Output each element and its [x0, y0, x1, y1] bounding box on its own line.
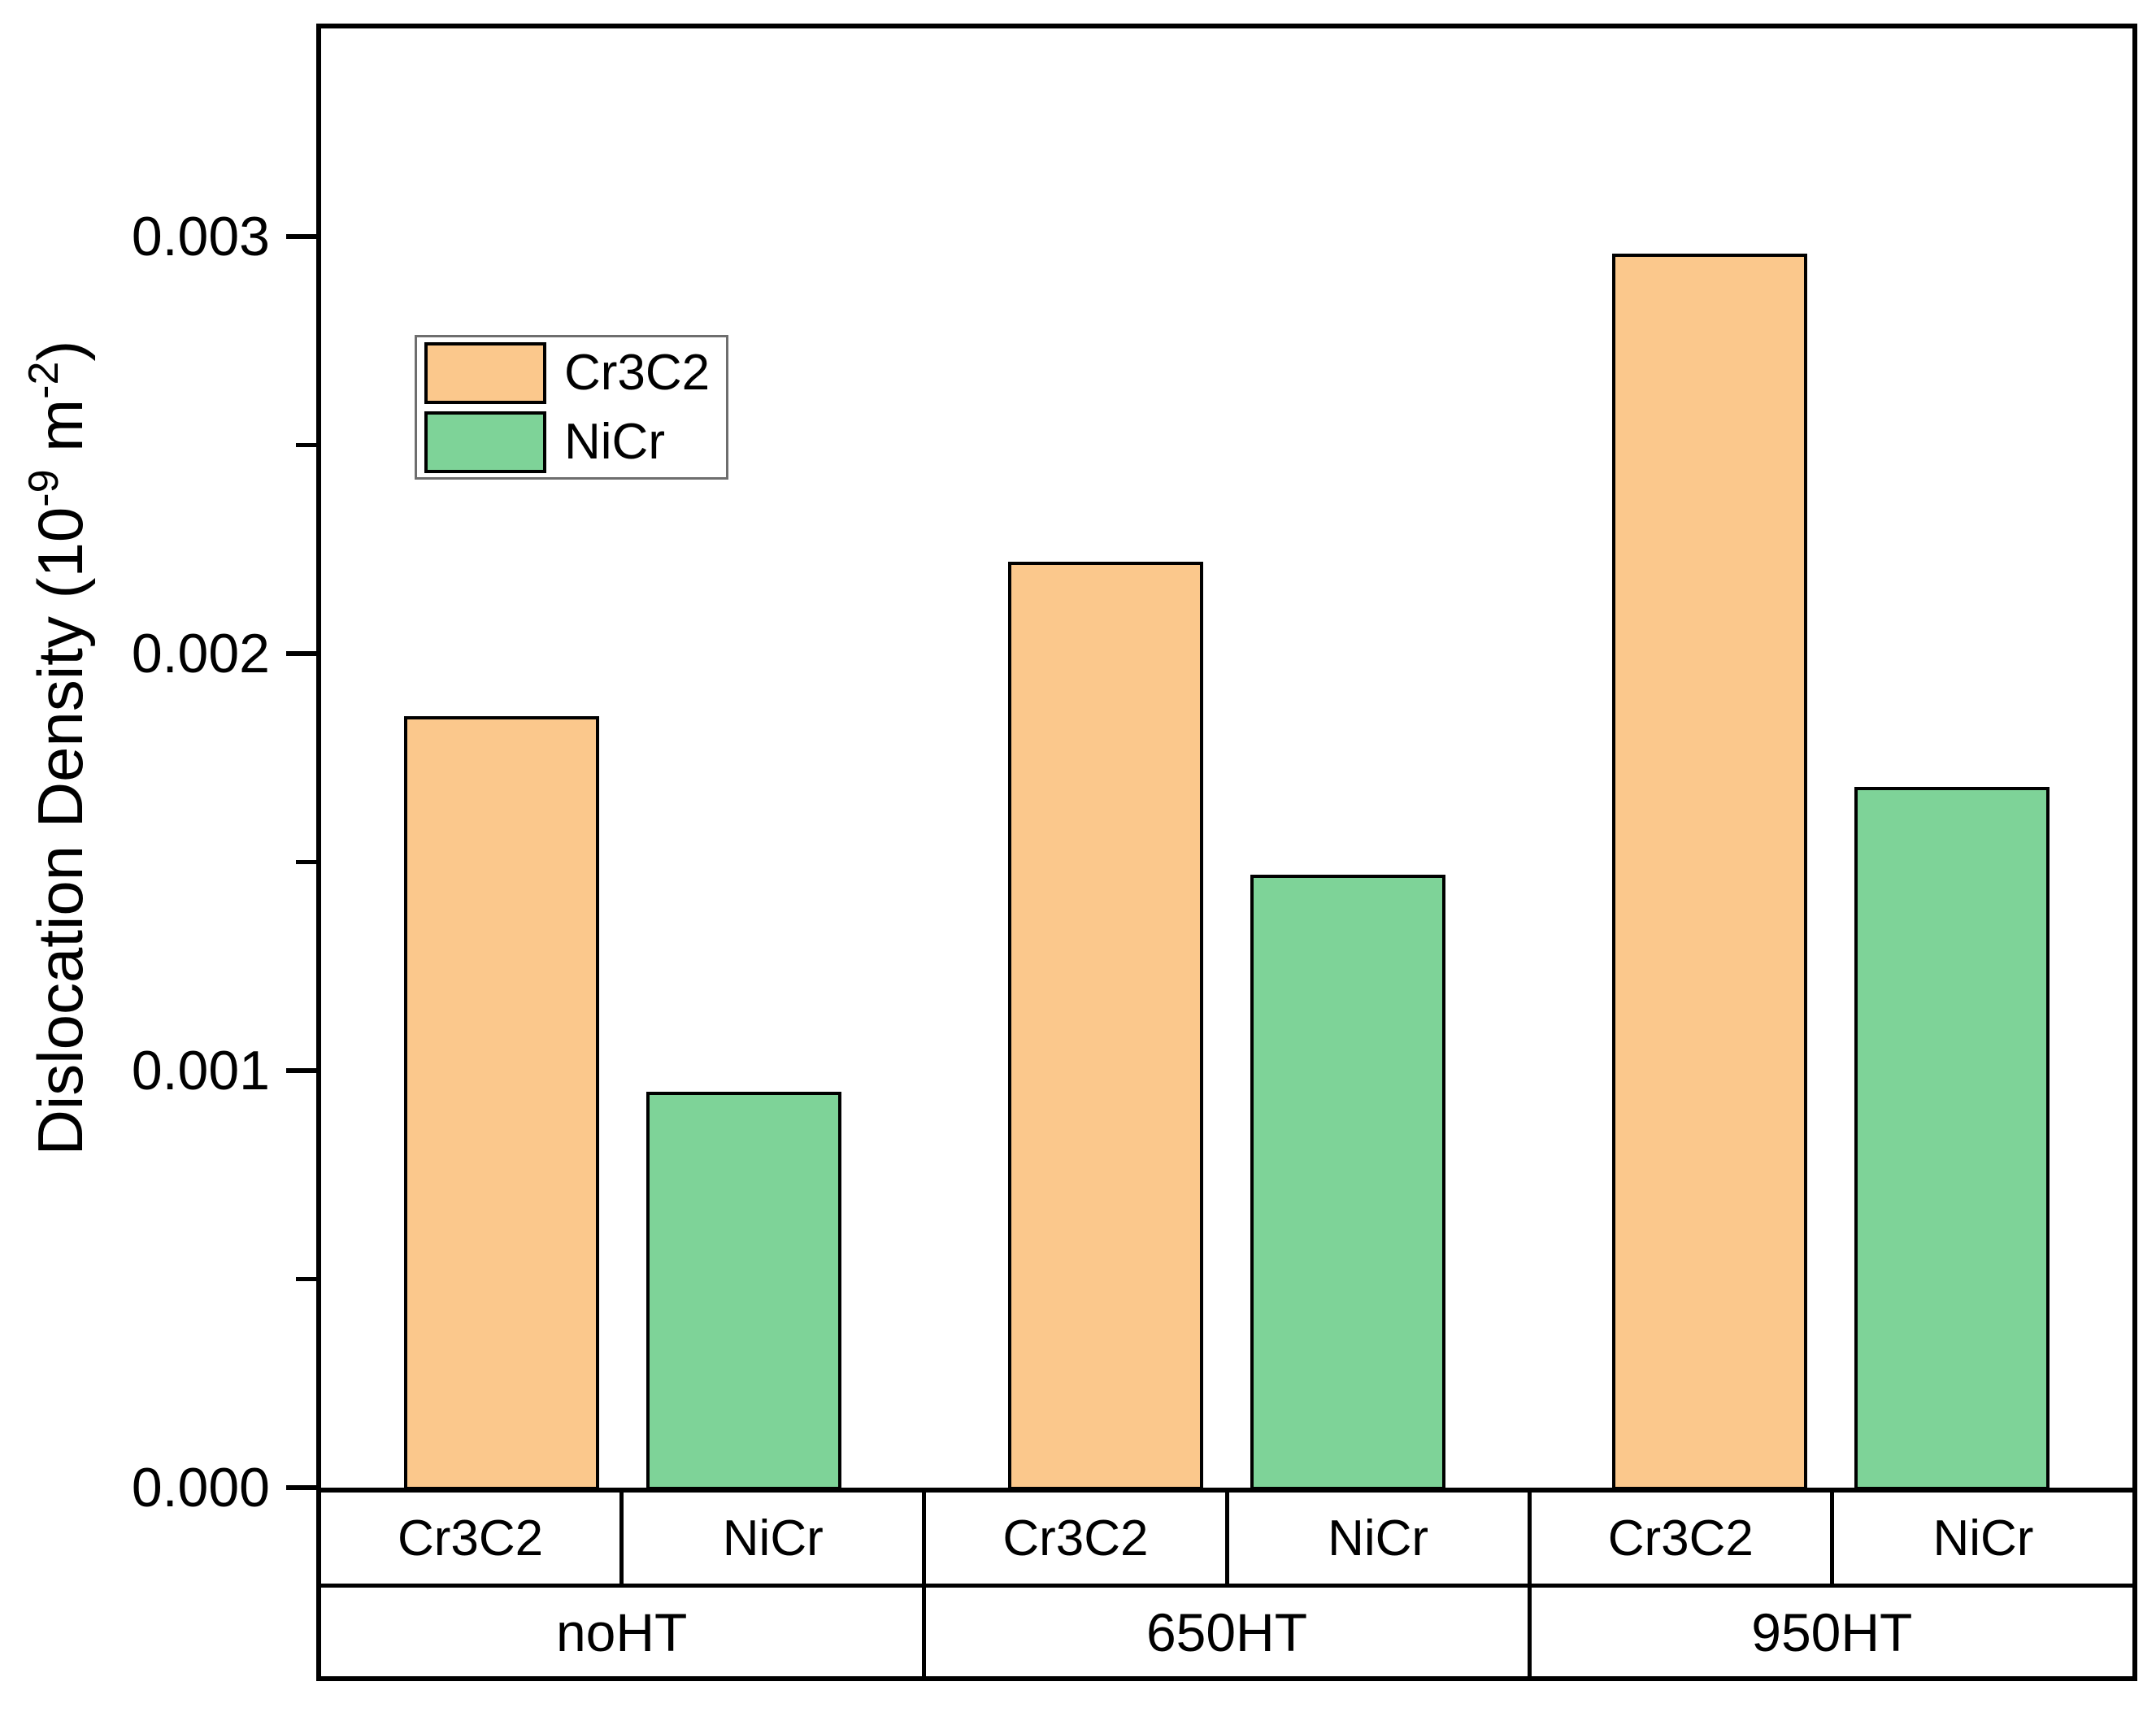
y-minor-tick [296, 443, 320, 448]
x-group-650ht: 650HT [926, 1588, 1532, 1676]
y-tick-label-0.002: 0.002 [131, 623, 270, 685]
bar-nicr-noht [646, 1091, 842, 1490]
y-axis-exponent: -9 [20, 469, 67, 507]
bar-nicr-950ht [1854, 787, 2050, 1490]
plot-frame [316, 24, 2137, 1493]
y-axis-title-text: Dislocation Density (10 [24, 506, 96, 1156]
y-tick-label-0.003: 0.003 [131, 206, 270, 268]
x-cell-950ht-cr3c2: Cr3C2 [1532, 1493, 1834, 1584]
legend-swatch-cr3c2 [424, 341, 546, 404]
legend-swatch-nicr [424, 411, 546, 473]
y-tick-label-0.001: 0.001 [131, 1040, 270, 1102]
x-axis-subcategory-row: Cr3C2 NiCr Cr3C2 NiCr Cr3C2 NiCr [321, 1493, 2132, 1588]
y-axis-title-close: ) [24, 340, 96, 362]
y-major-tick-0.002 [286, 651, 320, 657]
legend-item-nicr: NiCr [424, 411, 726, 473]
y-major-tick-0.001 [286, 1068, 320, 1074]
x-cell-noht-cr3c2: Cr3C2 [321, 1493, 624, 1584]
bar-cr3c2-noht [404, 716, 600, 1490]
x-cell-950ht-nicr: NiCr [1932, 1510, 2034, 1566]
y-axis-title: Dislocation Density (10-9 m-2) [20, 341, 98, 1156]
bar-nicr-650ht [1250, 875, 1445, 1490]
y-minor-tick [296, 1277, 320, 1282]
y-major-tick-0.000 [286, 1485, 320, 1490]
legend-item-cr3c2: Cr3C2 [424, 341, 726, 404]
x-cell-650ht-cr3c2: Cr3C2 [926, 1493, 1229, 1584]
y-major-tick-0.003 [286, 234, 320, 240]
bar-cr3c2-650ht [1008, 562, 1203, 1490]
y-axis-unit-exponent: -2 [20, 361, 67, 399]
x-cell-650ht-nicr: NiCr [1229, 1493, 1532, 1584]
legend: Cr3C2 NiCr [415, 335, 728, 480]
legend-label-nicr: NiCr [564, 413, 665, 470]
x-group-noht: noHT [321, 1588, 927, 1676]
x-axis-table: Cr3C2 NiCr Cr3C2 NiCr Cr3C2 NiCr noHT 65… [316, 1493, 2137, 1681]
y-minor-tick [296, 860, 320, 865]
bar-cr3c2-950ht [1611, 253, 1807, 1490]
x-cell-noht-nicr: NiCr [624, 1493, 927, 1584]
x-axis-group-row: noHT 650HT 950HT [321, 1588, 2132, 1676]
y-tick-label-0.000: 0.000 [131, 1457, 270, 1519]
y-axis-unit: m [24, 398, 96, 470]
legend-label-cr3c2: Cr3C2 [564, 344, 711, 401]
x-group-950ht: 950HT [1751, 1601, 1913, 1662]
